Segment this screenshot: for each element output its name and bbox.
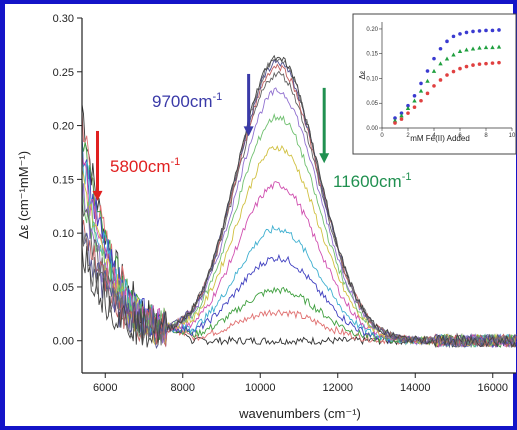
inset-point: [471, 63, 475, 67]
inset-point: [393, 116, 397, 120]
inset-point: [496, 44, 502, 49]
inset-point: [477, 29, 482, 33]
inset-x-axis-title: mM Fe(II) Added: [410, 134, 470, 143]
inset-frame: [352, 13, 517, 155]
inset-point: [458, 66, 462, 71]
inset-point: [490, 61, 495, 65]
spectrum-line: [81, 54, 517, 348]
inset-x-tick-label: 4: [432, 133, 436, 139]
inset-point: [445, 73, 449, 77]
annotation-label: 9700cm-1: [152, 91, 222, 111]
inset-point: [483, 45, 489, 50]
inset-y-tick-label: 0.15: [366, 52, 378, 58]
inset-point: [399, 111, 404, 115]
inset-point: [419, 81, 423, 86]
y-tick-label: 0.15: [53, 174, 74, 186]
inset-point: [484, 61, 488, 66]
y-tick-label: 0.10: [53, 228, 74, 240]
inset-point: [497, 60, 501, 65]
inset-plot: 0.00 0.05 0.10 0.15 0.20 0 2 4 6 8 10 mM Fe(II) A…: [352, 13, 517, 155]
inset-point: [477, 45, 482, 50]
inset-y-tick-label: 0.05: [366, 101, 378, 107]
y-tick-label: 0.05: [53, 282, 74, 294]
annotation-arrow-head: [92, 190, 103, 201]
x-tick-label: 8000: [171, 382, 195, 394]
x-tick-label: 10000: [245, 382, 276, 394]
inset-y-tick-label: 0.00: [366, 126, 378, 132]
x-tick-label: 6000: [93, 382, 117, 394]
inset-y-tick-label: 0.20: [366, 27, 378, 33]
y-axis-title: Δε (cm⁻¹mM⁻¹): [16, 151, 31, 239]
inset-x-tick-label: 6: [458, 133, 462, 139]
inset-point: [490, 28, 495, 33]
x-axis-title: wavenumbers (cm⁻¹): [238, 406, 361, 421]
inset-point: [425, 78, 430, 83]
inset-point: [418, 88, 424, 93]
inset-x-tick-label: 0: [380, 133, 384, 139]
inset-point: [445, 39, 449, 44]
inset-point: [432, 56, 436, 61]
y-tick-label: 0.20: [53, 121, 74, 133]
x-ticks: 6000 8000 10000 12000 14000 16000: [93, 373, 508, 394]
annotations: 9700cm-1 5800cm-1 11600cm-1: [92, 73, 411, 201]
inset-point: [444, 56, 450, 61]
inset-x-tick-label: 8: [484, 133, 488, 139]
spectra-lines: [81, 54, 517, 350]
inset-x-tick-label: 2: [406, 133, 410, 139]
inset-point: [451, 52, 456, 57]
inset-point: [425, 69, 430, 73]
inset-markers: [392, 28, 502, 125]
inset-point: [419, 98, 423, 103]
inset-point: [393, 121, 397, 125]
inset-point: [406, 103, 410, 108]
inset-point: [484, 28, 488, 33]
inset-point: [425, 91, 430, 96]
inset-point: [471, 29, 475, 34]
annotation-arrow-head: [319, 153, 330, 164]
inset-point: [458, 32, 462, 36]
inset-point: [470, 46, 476, 51]
y-tick-label: 0.30: [53, 13, 74, 25]
inset-point: [399, 113, 404, 118]
inset-point: [392, 118, 398, 123]
inset-point: [457, 49, 463, 54]
inset-y-ticks: 0.00 0.05 0.10 0.15 0.20: [366, 22, 383, 132]
main-plot: 6000 8000 10000 12000 14000 16000 0.00 0.05 0.1…: [16, 13, 517, 421]
inset-point: [406, 111, 410, 115]
inset-x-ticks: 0 2 4 6 8 10: [380, 127, 516, 139]
inset-point: [497, 28, 501, 32]
inset-point: [464, 30, 469, 35]
inset-point: [490, 45, 495, 50]
inset-point: [451, 34, 456, 39]
inset-point: [399, 117, 404, 121]
x-tick-label: 12000: [322, 382, 353, 394]
inset-point: [438, 61, 443, 66]
inset-y-axis-title: Δε: [358, 70, 367, 79]
inset-point: [438, 46, 443, 51]
inset-x-tick-label: 10: [509, 133, 516, 139]
inset-point: [431, 68, 437, 73]
x-tick-label: 16000: [477, 382, 508, 394]
inset-point: [477, 62, 482, 66]
inset-point: [412, 94, 417, 98]
inset-point: [412, 98, 417, 103]
x-tick-label: 14000: [400, 382, 431, 394]
inset-y-tick-label: 0.10: [366, 76, 378, 82]
inset-point: [438, 78, 443, 82]
inset-point: [432, 84, 436, 88]
annotation-label: 11600cm-1: [333, 171, 411, 191]
inset-point: [412, 105, 417, 109]
inset-point: [464, 64, 469, 69]
y-tick-label: 0.25: [53, 67, 74, 79]
inset-point: [464, 47, 469, 52]
annotation-label: 5800cm-1: [110, 156, 180, 176]
y-ticks: 0.00 0.05 0.10 0.15 0.20 0.25 0.30: [53, 13, 82, 348]
inset-point: [451, 69, 456, 74]
y-tick-label: 0.00: [53, 336, 74, 348]
inset-point: [405, 105, 411, 110]
annotation-arrow-head: [243, 126, 254, 137]
